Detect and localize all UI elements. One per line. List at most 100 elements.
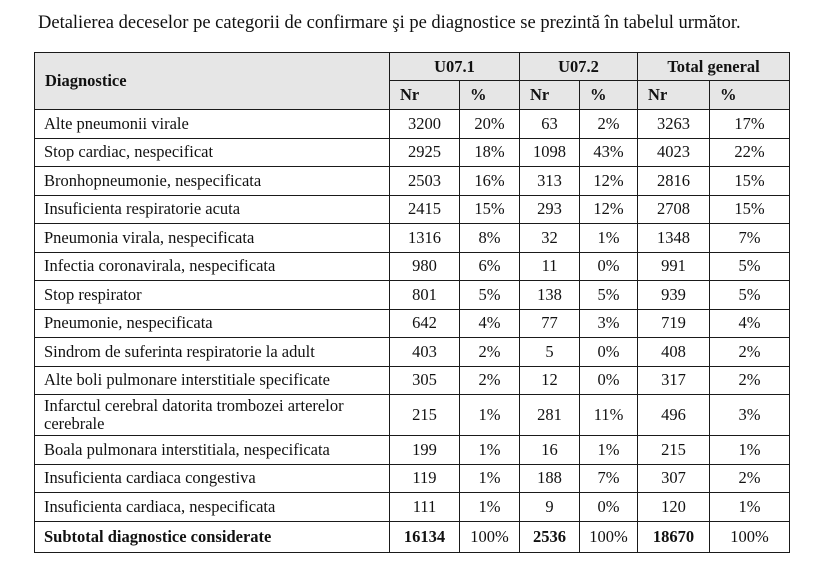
percent-cell: 12% — [579, 166, 639, 196]
percent-cell: 6% — [458, 251, 521, 281]
percent-cell: 7% — [709, 223, 791, 253]
percent-cell: 1% — [579, 435, 639, 465]
count-cell: 215 — [389, 394, 460, 436]
count-cell: 293 — [519, 194, 581, 224]
count-cell: 2415 — [389, 194, 460, 224]
count-cell: 3263 — [637, 109, 711, 139]
header-sub: Nr — [519, 80, 581, 110]
percent-cell: 0% — [579, 492, 639, 522]
percent-cell: 5% — [579, 280, 639, 310]
percent-cell: 2% — [709, 365, 791, 395]
deaths-by-diagnosis-table: Diagnostice U07.1 U07.2 Total general Nr… — [34, 52, 791, 553]
count-cell: 2816 — [637, 166, 711, 196]
percent-cell: 15% — [458, 194, 521, 224]
percent-cell: 1% — [579, 223, 639, 253]
count-cell: 188 — [519, 463, 581, 493]
count-cell: 408 — [637, 337, 711, 367]
percent-cell: 0% — [579, 337, 639, 367]
count-cell: 63 — [519, 109, 581, 139]
diagnostic-name: Infarctul cerebral datorita trombozei ar… — [34, 394, 390, 436]
percent-cell: 2% — [458, 337, 521, 367]
count-cell: 991 — [637, 251, 711, 281]
percent-cell: 12% — [579, 194, 639, 224]
percent-cell: 18% — [458, 137, 521, 167]
count-cell: 2708 — [637, 194, 711, 224]
percent-cell: 3% — [579, 308, 639, 338]
diagnostic-name: Insuficienta cardiaca congestiva — [34, 463, 390, 493]
count-cell: 939 — [637, 280, 711, 310]
percent-cell: 5% — [458, 280, 521, 310]
count-cell: 2503 — [389, 166, 460, 196]
count-cell: 642 — [389, 308, 460, 338]
percent-cell: 1% — [458, 492, 521, 522]
header-sub: % — [709, 80, 791, 110]
table-row: Insuficienta cardiaca, nespecificata 111 1… — [34, 492, 791, 522]
diagnostic-name: Bronhopneumonie, nespecificata — [34, 166, 390, 196]
percent-cell: 5% — [709, 251, 791, 281]
count-cell: 801 — [389, 280, 460, 310]
subtotal-cell: 100% — [709, 520, 791, 553]
percent-cell: 4% — [709, 308, 791, 338]
count-cell: 307 — [637, 463, 711, 493]
count-cell: 2925 — [389, 137, 460, 167]
percent-cell: 22% — [709, 137, 791, 167]
table-row: Alte boli pulmonare interstitiale specif… — [34, 365, 791, 395]
count-cell: 119 — [389, 463, 460, 493]
table-row: Insuficienta respiratorie acuta 2415 15% 29… — [34, 194, 791, 224]
count-cell: 9 — [519, 492, 581, 522]
diagnostic-name: Insuficienta cardiaca, nespecificata — [34, 492, 390, 522]
header-group-u071: U07.1 — [388, 52, 521, 81]
count-cell: 215 — [637, 435, 711, 465]
count-cell: 1098 — [519, 137, 581, 167]
percent-cell: 43% — [579, 137, 639, 167]
diagnostic-name: Stop respirator — [34, 280, 390, 310]
percent-cell: 3% — [709, 394, 791, 436]
percent-cell: 2% — [709, 337, 791, 367]
header-sub: Nr — [389, 80, 460, 110]
count-cell: 32 — [519, 223, 581, 253]
count-cell: 16 — [519, 435, 581, 465]
table-row: Pneumonie, nespecificata 642 4% 77 3% 719 4% — [34, 308, 791, 338]
count-cell: 281 — [519, 394, 581, 436]
header-row-groups: Diagnostice U07.1 U07.2 Total general — [34, 52, 791, 110]
percent-cell: 1% — [458, 394, 521, 436]
percent-cell: 15% — [709, 166, 791, 196]
percent-cell: 1% — [709, 435, 791, 465]
count-cell: 77 — [519, 308, 581, 338]
subtotal-cell: 18670 — [637, 520, 711, 553]
percent-cell: 15% — [709, 194, 791, 224]
diagnostic-name: Stop cardiac, nespecificat — [34, 137, 390, 167]
percent-cell: 1% — [458, 463, 521, 493]
count-cell: 5 — [519, 337, 581, 367]
subtotal-row: Subtotal diagnostice considerate 16134 1… — [34, 520, 791, 553]
header-diagnostic: Diagnostice — [34, 52, 390, 110]
count-cell: 3200 — [389, 109, 460, 139]
count-cell: 11 — [519, 251, 581, 281]
count-cell: 120 — [637, 492, 711, 522]
header-row-sub: Nr % Nr % Nr % — [35, 80, 791, 110]
percent-cell: 17% — [709, 109, 791, 139]
diagnostic-name: Sindrom de suferinta respiratorie la adu… — [34, 337, 390, 367]
count-cell: 496 — [637, 394, 711, 436]
table-row: Sindrom de suferinta respiratorie la adu… — [34, 337, 791, 367]
header-group-total: Total general — [637, 52, 791, 81]
percent-cell: 0% — [579, 365, 639, 395]
table-row: Infarctul cerebral datorita trombozei ar… — [34, 394, 791, 436]
percent-cell: 2% — [579, 109, 639, 139]
count-cell: 111 — [389, 492, 460, 522]
count-cell: 305 — [389, 365, 460, 395]
diagnostic-name: Alte pneumonii virale — [34, 109, 390, 139]
count-cell: 403 — [389, 337, 460, 367]
table-row: Stop cardiac, nespecificat 2925 18% 1098 43%… — [34, 137, 791, 167]
table-row: Alte pneumonii virale 3200 20% 63 2% 3263 17% — [34, 109, 791, 139]
percent-cell: 4% — [458, 308, 521, 338]
percent-cell: 7% — [579, 463, 639, 493]
count-cell: 719 — [637, 308, 711, 338]
subtotal-cell: 2536 — [519, 520, 581, 553]
table-row: Infectia coronavirala, nespecificata 980 6… — [34, 251, 791, 281]
diagnostic-name: Boala pulmonara interstitiala, nespecifi… — [34, 435, 390, 465]
count-cell: 980 — [389, 251, 460, 281]
header-sub: % — [458, 80, 521, 110]
subtotal-label: Subtotal diagnostice considerate — [34, 520, 390, 553]
header-sub: % — [579, 80, 639, 110]
